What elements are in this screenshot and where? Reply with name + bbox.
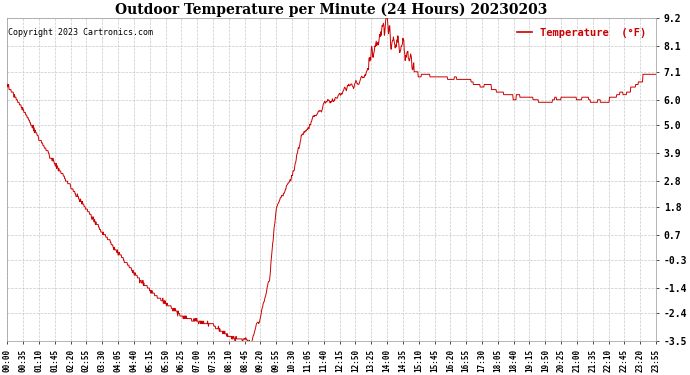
Legend: Temperature  (°F): Temperature (°F) <box>513 24 651 42</box>
Title: Outdoor Temperature per Minute (24 Hours) 20230203: Outdoor Temperature per Minute (24 Hours… <box>115 3 548 17</box>
Text: Copyright 2023 Cartronics.com: Copyright 2023 Cartronics.com <box>8 28 153 37</box>
